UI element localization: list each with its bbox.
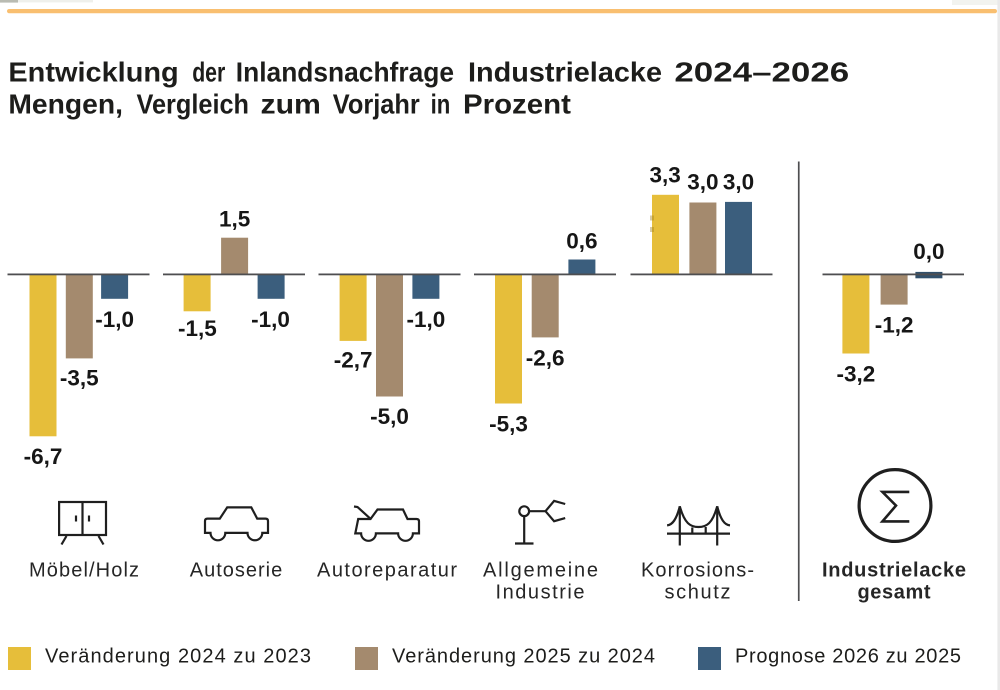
- svg-text:-5,0: -5,0: [370, 404, 409, 429]
- svg-text:3,0: 3,0: [723, 170, 754, 195]
- svg-text:Möbel/Holz: Möbel/Holz: [29, 560, 139, 582]
- svg-text:Allgemeine: Allgemeine: [483, 560, 598, 582]
- svg-text:0,0: 0,0: [913, 239, 944, 264]
- svg-text:der: der: [192, 57, 225, 88]
- svg-text:-1,0: -1,0: [251, 307, 290, 332]
- svg-text:2024–2026: 2024–2026: [674, 57, 849, 88]
- svg-text:Vorjahr: Vorjahr: [333, 89, 420, 120]
- svg-text:Inlandsnachfrage: Inlandsnachfrage: [236, 57, 454, 88]
- svg-text:-1,0: -1,0: [95, 307, 134, 332]
- svg-text:-3,2: -3,2: [837, 362, 876, 387]
- svg-text:-2,7: -2,7: [334, 347, 373, 372]
- svg-text:gesamt: gesamt: [858, 582, 931, 604]
- svg-text:zum: zum: [261, 89, 321, 120]
- svg-text:Autoserie: Autoserie: [190, 560, 283, 582]
- svg-text:-1,2: -1,2: [875, 313, 914, 338]
- svg-text:0,6: 0,6: [566, 228, 597, 253]
- svg-text:Mengen,: Mengen,: [8, 89, 123, 120]
- svg-text:Veränderung 2025 zu 2024: Veränderung 2025 zu 2024: [392, 646, 655, 668]
- svg-text:Prozent: Prozent: [463, 89, 571, 120]
- svg-text:-5,3: -5,3: [489, 412, 528, 437]
- svg-text:-1,0: -1,0: [407, 307, 446, 332]
- svg-text:Autoreparatur: Autoreparatur: [317, 560, 457, 582]
- svg-text:Vergleich: Vergleich: [137, 89, 250, 120]
- svg-text:-3,5: -3,5: [60, 366, 99, 391]
- svg-text:Entwicklung: Entwicklung: [8, 57, 178, 88]
- svg-text:-2,6: -2,6: [526, 345, 565, 370]
- svg-text:1,5: 1,5: [219, 206, 250, 231]
- svg-text:3,0: 3,0: [687, 170, 718, 195]
- svg-text:-1,5: -1,5: [178, 316, 217, 341]
- svg-text:Prognose 2026 zu 2025: Prognose 2026 zu 2025: [735, 646, 961, 668]
- svg-text:3,3: 3,3: [650, 162, 681, 187]
- svg-text:Veränderung 2024 zu 2023: Veränderung 2024 zu 2023: [45, 646, 311, 668]
- svg-text:schutz: schutz: [665, 582, 731, 604]
- svg-text:Industrie: Industrie: [496, 582, 585, 604]
- svg-text:Industrielacke: Industrielacke: [468, 57, 662, 88]
- svg-text:Korrosions-: Korrosions-: [641, 560, 754, 582]
- svg-text:Industrielacke: Industrielacke: [822, 560, 966, 582]
- svg-text:in: in: [431, 89, 451, 120]
- svg-text:-6,7: -6,7: [24, 444, 63, 469]
